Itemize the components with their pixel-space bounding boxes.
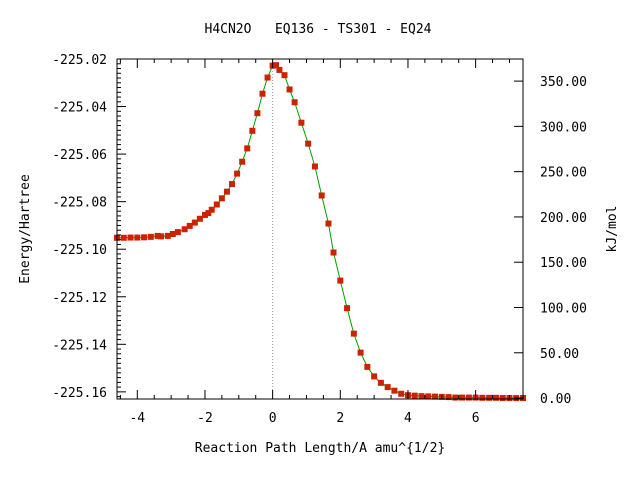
- x-axis-label: Reaction Path Length/A amu^{1/2}: [195, 441, 445, 456]
- x-tick-label: 6: [472, 411, 480, 426]
- data-point: [234, 170, 241, 177]
- data-point: [169, 230, 176, 237]
- data-point: [305, 140, 312, 147]
- y-axis-label: Energy/Hartree: [18, 174, 33, 284]
- data-point: [298, 119, 305, 126]
- y-tick-label: -225.10: [52, 243, 107, 258]
- data-point: [147, 233, 154, 240]
- data-point: [391, 387, 398, 394]
- data-point: [432, 393, 439, 400]
- data-point: [286, 86, 293, 93]
- data-point: [157, 233, 164, 240]
- data-point: [223, 188, 230, 195]
- y2-tick-label: 200.00: [540, 211, 587, 226]
- data-point: [213, 201, 220, 208]
- data-point: [276, 66, 283, 73]
- data-point: [344, 305, 351, 312]
- y2-tick-label: 250.00: [540, 166, 587, 181]
- data-point: [259, 90, 266, 97]
- data-point: [181, 226, 188, 233]
- data-point: [486, 394, 493, 401]
- y-tick-label: -225.06: [52, 148, 107, 163]
- data-point: [186, 222, 193, 229]
- data-point: [291, 99, 298, 106]
- data-point: [465, 394, 472, 401]
- data-point: [325, 220, 332, 227]
- data-point: [229, 181, 236, 188]
- data-point: [120, 234, 127, 241]
- data-point: [196, 215, 203, 222]
- data-point: [244, 145, 251, 152]
- data-point: [281, 72, 288, 79]
- data-point: [174, 229, 181, 236]
- data-point: [164, 232, 171, 239]
- x-tick-label: -4: [129, 411, 145, 426]
- data-point: [273, 62, 280, 69]
- data-point: [254, 110, 261, 117]
- y2-tick-label: 350.00: [540, 75, 587, 90]
- x-tick-label: 2: [336, 411, 344, 426]
- data-point: [191, 219, 198, 226]
- data-point: [311, 163, 318, 170]
- data-point: [208, 206, 215, 213]
- x-tick-label: 4: [404, 411, 412, 426]
- data-point: [154, 232, 161, 239]
- data-point: [249, 127, 256, 134]
- data-point: [218, 195, 225, 202]
- data-point: [411, 392, 418, 399]
- axis-layer: -4 -2 0 2 4 6 -225.02 -225.04 -225.06 -225.08 -225…: [52, 53, 587, 426]
- y-tick-label: -225.14: [52, 338, 107, 353]
- y2-tick-label: 0.00: [540, 392, 571, 407]
- data-point: [445, 394, 452, 401]
- data-point: [127, 234, 134, 241]
- data-point: [205, 210, 212, 217]
- y2-axis-label: kJ/mol: [605, 206, 620, 253]
- chart-title: H4CN2O EQ136 - TS301 - EQ24: [205, 22, 432, 37]
- y2-tick-label: 300.00: [540, 120, 587, 135]
- data-point: [134, 234, 141, 241]
- data-point: [201, 211, 208, 218]
- data-point: [384, 384, 391, 391]
- data-point: [141, 234, 148, 241]
- data-point: [398, 390, 405, 397]
- data-point: [364, 363, 371, 370]
- data-point: [425, 393, 432, 400]
- data-point: [499, 395, 506, 402]
- x-tick-label: -2: [197, 411, 213, 426]
- y-tick-label: -225.08: [52, 196, 107, 211]
- y2-tick-label: 150.00: [540, 256, 587, 271]
- data-point: [357, 349, 364, 356]
- data-point: [350, 330, 357, 337]
- y-tick-label: -225.12: [52, 291, 107, 306]
- data-point: [459, 394, 466, 401]
- data-point: [492, 394, 499, 401]
- data-point: [418, 393, 425, 400]
- y-tick-label: -225.02: [52, 53, 107, 68]
- data-point: [479, 394, 486, 401]
- data-point: [371, 373, 378, 380]
- data-point: [452, 394, 459, 401]
- y-tick-label: -225.16: [52, 386, 107, 401]
- data-point: [330, 249, 337, 256]
- data-point: [264, 74, 271, 81]
- x-tick-label: 0: [269, 411, 277, 426]
- y-tick-label: -225.04: [52, 101, 107, 116]
- plot-frame: [116, 58, 524, 400]
- series-layer: [114, 62, 526, 402]
- y2-tick-label: 100.00: [540, 301, 587, 316]
- data-point: [377, 379, 384, 386]
- data-point: [318, 192, 325, 199]
- y2-tick-label: 50.00: [540, 347, 579, 362]
- data-point: [239, 158, 246, 165]
- data-point: [337, 277, 344, 284]
